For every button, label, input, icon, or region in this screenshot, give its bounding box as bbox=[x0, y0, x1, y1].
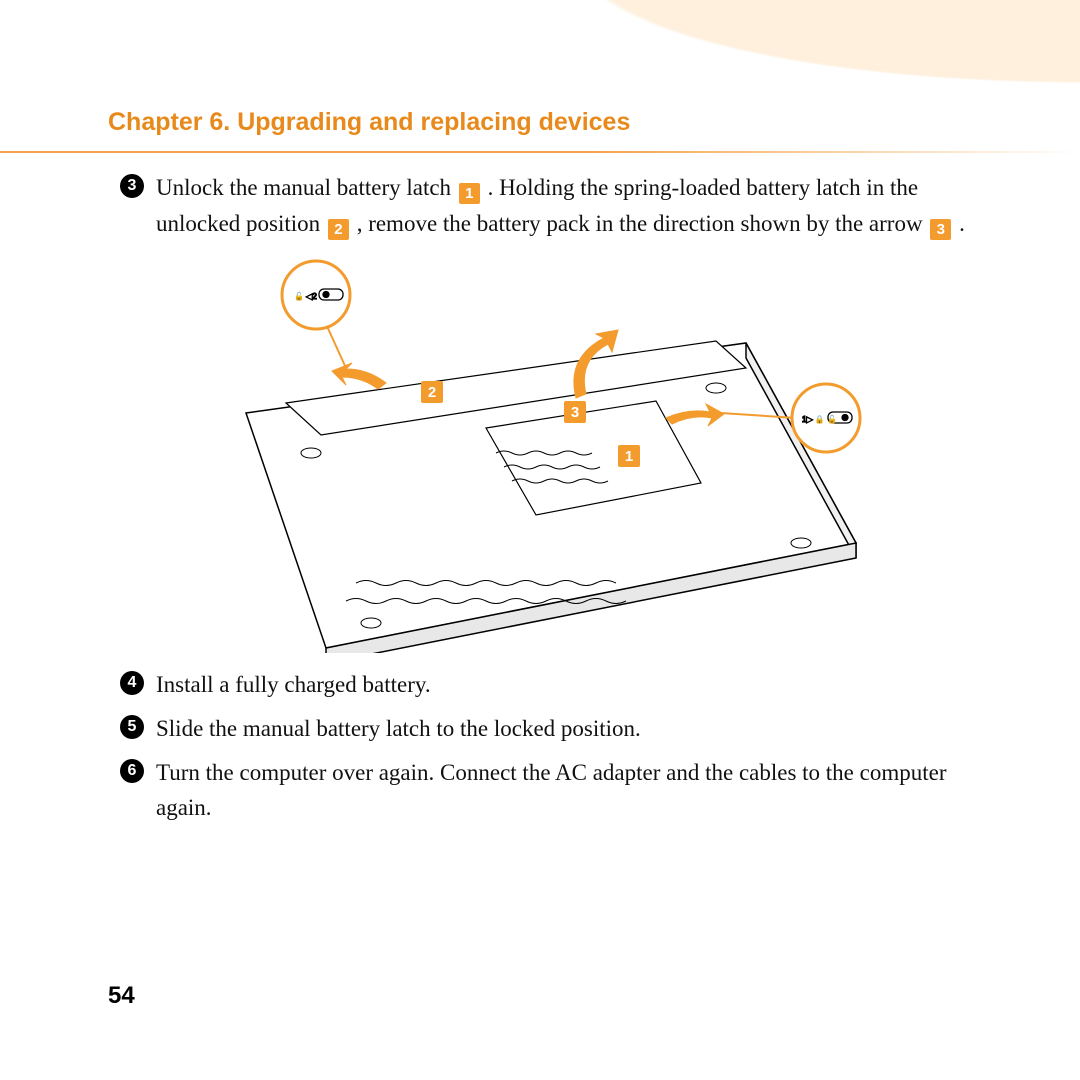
svg-text:2: 2 bbox=[428, 384, 436, 401]
step-bullet: 4 bbox=[108, 667, 156, 695]
svg-text:1▶ 🔒 🔓: 1▶ 🔒 🔓 bbox=[802, 414, 837, 424]
step-6: 6 Turn the computer over again. Connect … bbox=[108, 755, 968, 826]
step-4: 4 Install a fully charged battery. bbox=[108, 667, 968, 703]
step-number-icon: 6 bbox=[120, 759, 144, 783]
page-number: 54 bbox=[108, 982, 135, 1010]
svg-text:3: 3 bbox=[571, 404, 579, 421]
callout-2-icon: 2 bbox=[328, 219, 349, 240]
step-number-icon: 3 bbox=[120, 174, 144, 198]
callout-3-icon: 3 bbox=[930, 219, 951, 240]
step-3: 3 Unlock the manual battery latch 1 . Ho… bbox=[108, 170, 968, 241]
page-content: 3 Unlock the manual battery latch 1 . Ho… bbox=[108, 170, 968, 834]
step-bullet: 5 bbox=[108, 711, 156, 739]
text-fragment: . bbox=[959, 211, 965, 236]
svg-text:🔓 ◀2: 🔓 ◀2 bbox=[294, 291, 317, 301]
step-text: Unlock the manual battery latch 1 . Hold… bbox=[156, 170, 968, 241]
callout-1-icon: 1 bbox=[459, 183, 480, 204]
step-text: Slide the manual battery latch to the lo… bbox=[156, 711, 968, 747]
chapter-divider bbox=[0, 151, 1080, 153]
step-number-icon: 4 bbox=[120, 671, 144, 695]
step-text: Install a fully charged battery. bbox=[156, 667, 968, 703]
text-fragment: , remove the battery pack in the directi… bbox=[357, 211, 929, 236]
step-bullet: 6 bbox=[108, 755, 156, 783]
step-number-icon: 5 bbox=[120, 715, 144, 739]
step-bullet: 3 bbox=[108, 170, 156, 198]
text-fragment: Unlock the manual battery latch bbox=[156, 175, 457, 200]
step-5: 5 Slide the manual battery latch to the … bbox=[108, 711, 968, 747]
svg-text:1: 1 bbox=[625, 448, 633, 465]
chapter-title: Chapter 6. Upgrading and replacing devic… bbox=[108, 108, 630, 137]
step-text: Turn the computer over again. Connect th… bbox=[156, 755, 968, 826]
figure-battery-removal: 🔓 ◀2 1▶ 🔒 🔓 bbox=[156, 253, 916, 653]
